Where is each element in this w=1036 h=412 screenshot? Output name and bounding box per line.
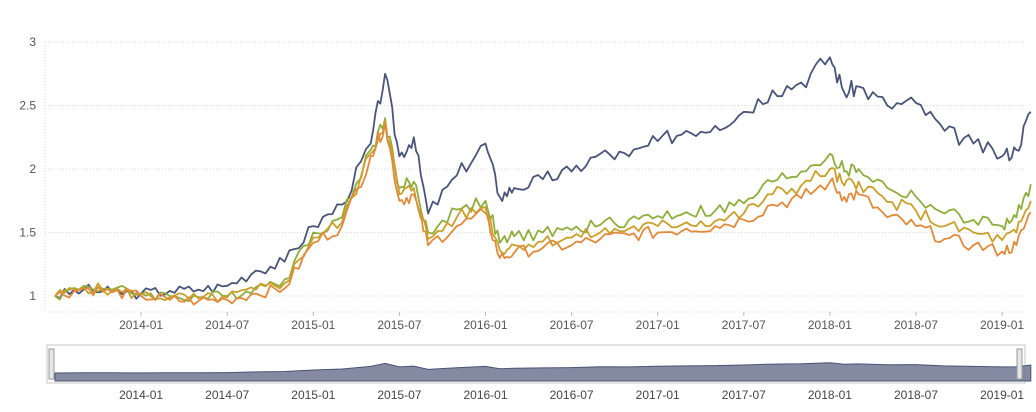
navigator-x-tick-label: 2018-01 [808, 388, 852, 402]
x-tick-label: 2019-01 [980, 318, 1024, 332]
series-lines [54, 56, 1032, 306]
navigator-x-tick-label: 2018-07 [894, 388, 938, 402]
navigator-x-axis: 2014-01 2014-07 2015-01 2015-07 2016-01 2016-… [119, 388, 1024, 402]
y-tick-label: 3 [29, 35, 36, 49]
navigator-x-tick-label: 2015-01 [291, 388, 335, 402]
navigator-x-tick-label: 2014-07 [205, 388, 249, 402]
series-line-3 [54, 119, 1032, 303]
x-tick-label: 2017-07 [722, 318, 766, 332]
x-tick-label: 2014-01 [119, 318, 163, 332]
x-tick-label: 2018-07 [894, 318, 938, 332]
x-tick-label: 2016-01 [463, 318, 507, 332]
navigator[interactable]: 2014-01 2014-07 2015-01 2015-07 2016-01 2016-… [46, 344, 1032, 402]
x-tick-label: 2014-07 [205, 318, 249, 332]
series-line-2 [54, 117, 1032, 302]
series-line-4 [54, 122, 1032, 306]
y-tick-label: 1 [29, 289, 36, 303]
navigator-area [54, 362, 1032, 382]
y-axis: 1 1.5 2 2.5 3 [19, 35, 36, 303]
navigator-handle-left[interactable] [48, 348, 55, 380]
y-tick-label: 1.5 [19, 226, 36, 240]
navigator-x-tick-label: 2019-01 [980, 388, 1024, 402]
navigator-x-tick-label: 2015-07 [377, 388, 421, 402]
navigator-handle-right[interactable] [1016, 348, 1023, 380]
series-line-1 [54, 56, 1032, 300]
grid [44, 41, 1025, 313]
y-tick-label: 2.5 [19, 99, 36, 113]
x-tick-label: 2018-01 [808, 318, 852, 332]
x-tick-label: 2015-07 [377, 318, 421, 332]
navigator-x-tick-label: 2017-01 [636, 388, 680, 402]
y-tick-label: 2 [29, 162, 36, 176]
x-tick-label: 2015-01 [291, 318, 335, 332]
x-tick-label: 2017-01 [636, 318, 680, 332]
navigator-x-tick-label: 2017-07 [722, 388, 766, 402]
x-axis: 2014-01 2014-07 2015-01 2015-07 2016-01 2016-… [119, 312, 1024, 332]
navigator-x-tick-label: 2016-07 [550, 388, 594, 402]
navigator-x-tick-label: 2014-01 [119, 388, 163, 402]
navigator-x-tick-label: 2016-01 [463, 388, 507, 402]
x-tick-label: 2016-07 [550, 318, 594, 332]
